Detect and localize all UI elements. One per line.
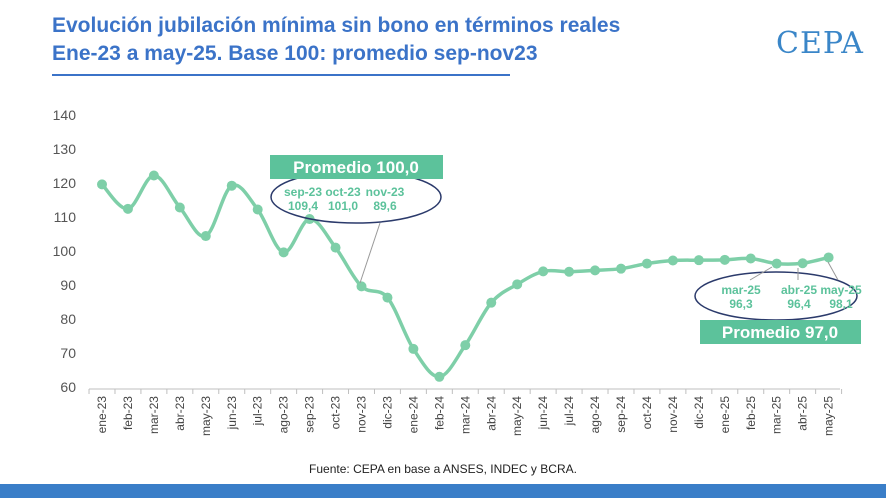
x-tick-label: abr-23 [173, 396, 187, 431]
x-tick-label: ene-23 [95, 396, 109, 434]
x-tick-label: feb-23 [121, 396, 135, 430]
data-point [252, 204, 263, 215]
x-tick-label: may-25 [822, 396, 836, 436]
data-point [434, 371, 445, 382]
y-tick-label: 100 [53, 243, 77, 259]
chart-title: Evolución jubilación mínima sin bono en … [52, 12, 620, 68]
title-line-2: Ene-23 a may-25. Base 100: promedio sep-… [52, 42, 538, 65]
callout-left-month: sep-23 [284, 185, 322, 199]
data-point [486, 297, 497, 308]
callout-right-value: 96,4 [787, 297, 811, 311]
callout-left-month: oct-23 [325, 185, 361, 199]
x-tick-label: ene-25 [718, 396, 732, 434]
x-tick-label: oct-24 [640, 396, 654, 430]
x-tick-label: mar-23 [147, 396, 161, 434]
x-tick-label: abr-24 [484, 396, 498, 431]
promedio-left-label: Promedio 100,0 [293, 158, 419, 177]
callout-right-month: abr-25 [781, 283, 817, 297]
y-tick-label: 90 [60, 277, 76, 293]
data-point [590, 265, 601, 276]
x-tick-label: jun-24 [536, 396, 550, 431]
x-tick-label: oct-23 [329, 396, 343, 430]
data-point [122, 203, 133, 214]
cepa-logo: CEPA [776, 26, 864, 61]
data-point [226, 180, 237, 191]
data-point [616, 263, 626, 274]
data-point [641, 258, 652, 269]
data-point [408, 343, 419, 354]
y-tick-label: 120 [53, 175, 77, 191]
x-tick-label: ago-24 [588, 396, 602, 434]
y-tick-label: 140 [53, 107, 77, 123]
y-tick-label: 110 [54, 209, 77, 225]
x-tick-label: ene-24 [406, 396, 420, 434]
data-point [97, 179, 107, 190]
data-point [797, 258, 808, 269]
x-tick-label: nov-24 [666, 396, 680, 433]
callout-left-value: 101,0 [328, 199, 358, 213]
x-tick-label: may-24 [510, 396, 524, 436]
x-tick-label: nov-23 [355, 396, 369, 433]
x-tick-label: may-23 [199, 396, 213, 436]
data-point [174, 202, 185, 213]
y-tick-label: 130 [53, 141, 77, 157]
data-point [823, 252, 834, 263]
data-point [693, 255, 704, 266]
x-tick-label: jul-23 [251, 396, 265, 427]
x-tick-label: mar-25 [770, 396, 784, 434]
data-point [460, 340, 471, 351]
x-tick-label: mar-24 [458, 396, 472, 434]
data-point [719, 254, 730, 265]
callout-right-month: mar-25 [721, 283, 761, 297]
promedio-right-label: Promedio 97,0 [722, 323, 838, 342]
callout-right-value: 96,3 [729, 297, 753, 311]
callout-right-month: may-25 [820, 283, 862, 297]
data-point [564, 266, 575, 277]
promedio-right-box [700, 320, 861, 344]
x-tick-label: jul-24 [562, 396, 576, 427]
callout-left-value: 109,4 [288, 199, 318, 213]
callout-leader-left [359, 222, 381, 284]
x-tick-label: feb-25 [744, 396, 758, 430]
callout-right-value: 98,1 [829, 297, 853, 311]
y-tick-label: 60 [60, 379, 76, 395]
x-tick-label: sep-24 [614, 396, 628, 433]
data-point [538, 266, 549, 277]
data-point [278, 247, 289, 258]
source-note: Fuente: CEPA en base a ANSES, INDEC y BC… [309, 462, 577, 476]
x-tick-label: dic-23 [380, 396, 394, 429]
data-point [356, 281, 367, 292]
title-line-1: Evolución jubilación mínima sin bono en … [52, 14, 621, 37]
callout-left-month: nov-23 [366, 185, 405, 199]
data-point [667, 255, 678, 266]
data-point [771, 258, 782, 269]
x-tick-label: abr-25 [796, 396, 810, 431]
data-point [382, 292, 393, 303]
callout-leader-right [749, 266, 773, 281]
x-tick-label: sep-23 [303, 396, 317, 433]
bottom-bar [0, 484, 886, 498]
data-point [330, 242, 341, 253]
data-point [512, 279, 523, 290]
data-point [148, 170, 159, 181]
y-tick-label: 80 [60, 311, 76, 327]
x-tick-label: jun-23 [225, 396, 239, 431]
y-tick-label: 70 [60, 345, 76, 361]
callout-leader-right [827, 261, 839, 281]
x-tick-label: dic-24 [692, 396, 706, 429]
x-tick-label: feb-24 [432, 396, 446, 430]
x-tick-label: ago-23 [277, 396, 291, 434]
data-point [745, 253, 756, 264]
callout-left-value: 89,6 [373, 199, 397, 213]
promedio-left-box [270, 155, 443, 179]
data-point [200, 231, 211, 242]
title-underline [52, 74, 510, 76]
